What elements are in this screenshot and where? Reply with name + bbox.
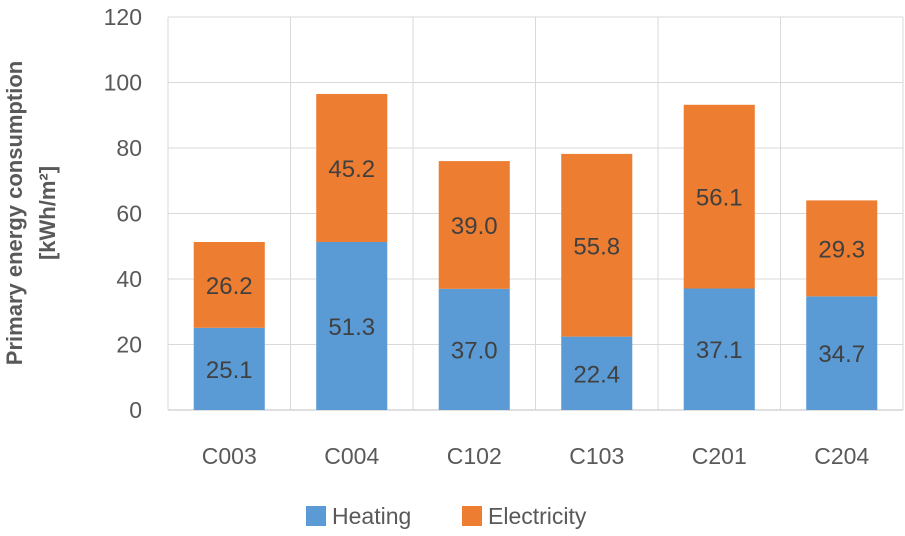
y-tick-label: 100 bbox=[104, 70, 142, 96]
data-label-heating-C102: 37.0 bbox=[451, 337, 498, 364]
legend-label-electricity: Electricity bbox=[488, 503, 587, 529]
data-label-electricity-C004: 45.2 bbox=[328, 156, 375, 183]
bar-electricity-C003 bbox=[193, 241, 265, 328]
bar-heating-C003 bbox=[193, 327, 265, 410]
data-label-heating-C103: 22.4 bbox=[573, 361, 620, 388]
x-tick-label: C201 bbox=[692, 443, 747, 469]
x-tick-label: C103 bbox=[569, 443, 624, 469]
legend: Heating Electricity bbox=[306, 503, 587, 529]
bar-electricity-C102 bbox=[438, 161, 510, 289]
y-axis-title-line2: [kWh/m²] bbox=[35, 166, 60, 260]
bar-heating-C204 bbox=[806, 296, 878, 410]
bar-electricity-C004 bbox=[316, 93, 388, 242]
bars-layer bbox=[193, 93, 878, 410]
data-label-heating-C201: 37.1 bbox=[696, 337, 743, 364]
data-label-electricity-C201: 56.1 bbox=[696, 185, 743, 212]
y-axis-title-line1: Primary energy consumption bbox=[2, 61, 27, 365]
x-tick-label: C102 bbox=[447, 443, 502, 469]
bar-heating-C004 bbox=[316, 241, 388, 410]
y-tick-label: 60 bbox=[116, 201, 142, 227]
bar-electricity-C103 bbox=[561, 153, 633, 337]
y-tick-label: 120 bbox=[104, 4, 142, 30]
data-labels-layer: 25.1 26.2 51.3 45.2 37.0 39.0 22.4 55.8 37.1 56.1… bbox=[206, 156, 865, 388]
bar-heating-C201 bbox=[683, 288, 755, 410]
data-label-heating-C004: 51.3 bbox=[328, 314, 375, 341]
y-tick-label: 40 bbox=[116, 266, 142, 292]
bar-electricity-C201 bbox=[683, 104, 755, 289]
data-label-heating-C204: 34.7 bbox=[818, 341, 865, 368]
axis-layer: 0 20 40 60 80 100 120 C003 C004 C102 C103 C201 C204 bbox=[104, 4, 870, 469]
y-axis-title: Primary energy consumption [kWh/m²] bbox=[2, 61, 60, 365]
x-tick-label: C204 bbox=[814, 443, 869, 469]
legend-swatch-heating bbox=[306, 506, 326, 526]
y-tick-label: 80 bbox=[116, 135, 142, 161]
data-label-electricity-C103: 55.8 bbox=[573, 233, 620, 260]
data-label-electricity-C003: 26.2 bbox=[206, 273, 253, 300]
y-tick-label: 0 bbox=[129, 397, 142, 423]
grid-layer bbox=[167, 16, 904, 411]
data-label-electricity-C204: 29.3 bbox=[818, 236, 865, 263]
bar-heating-C102 bbox=[438, 288, 510, 410]
x-tick-label: C004 bbox=[324, 443, 379, 469]
bar-electricity-C204 bbox=[806, 200, 878, 297]
legend-swatch-electricity bbox=[462, 506, 482, 526]
y-tick-label: 20 bbox=[116, 332, 142, 358]
bar-heating-C103 bbox=[561, 336, 633, 410]
data-label-electricity-C102: 39.0 bbox=[451, 213, 498, 240]
x-tick-label: C003 bbox=[202, 443, 257, 469]
data-label-heating-C003: 25.1 bbox=[206, 357, 253, 384]
legend-label-heating: Heating bbox=[332, 503, 411, 529]
